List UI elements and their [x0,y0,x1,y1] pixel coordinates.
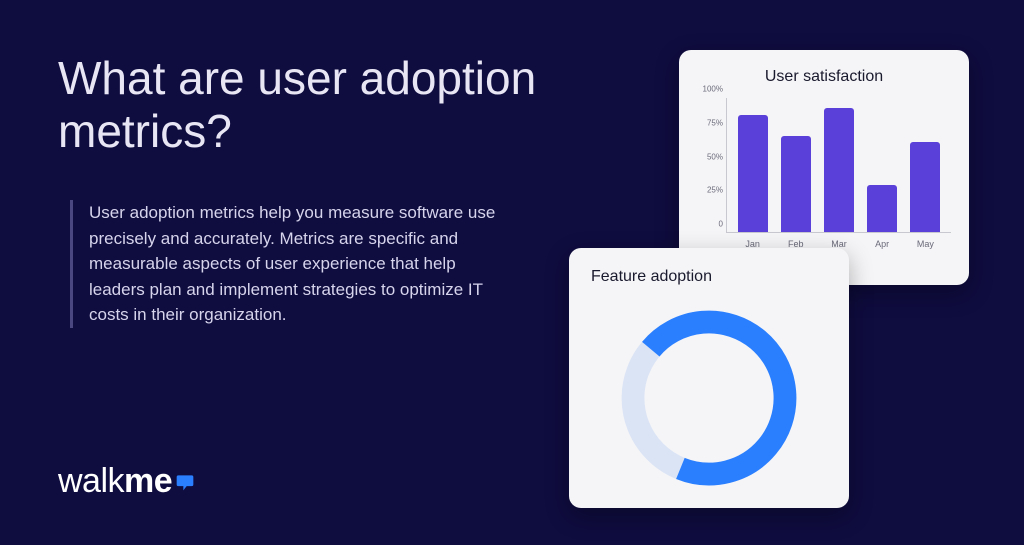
bar [824,108,854,232]
y-tick-label: 50% [707,152,723,161]
bar-chart-yaxis: 025%50%75%100% [697,98,727,233]
bar [867,185,897,232]
body-block: User adoption metrics help you measure s… [70,200,500,328]
satisfaction-bar-chart: 025%50%75%100%JanFebMarAprMay [697,98,951,253]
bar-chart-plot [727,98,951,233]
feature-adoption-card: Feature adoption [569,248,849,508]
bubble-path [177,475,194,490]
bar [781,136,811,232]
walkme-logo: walkme [58,462,195,501]
feature-donut-wrap [591,298,827,498]
page-title: What are user adoption metrics? [58,52,558,158]
bar [910,142,940,232]
logo-text: walkme [58,462,172,501]
bar [738,115,768,232]
logo-walk: walk [58,462,124,500]
chat-bubble-icon [175,472,195,492]
x-tick-label: May [910,235,940,253]
y-tick-label: 100% [703,85,723,94]
x-tick-label: Apr [867,235,897,253]
logo-me: me [124,462,172,500]
y-tick-label: 25% [707,186,723,195]
feature-donut-chart [614,303,804,493]
y-tick-label: 75% [707,118,723,127]
y-tick-label: 0 [719,220,723,229]
body-text: User adoption metrics help you measure s… [89,200,500,328]
feature-card-title: Feature adoption [591,268,827,286]
satisfaction-card-title: User satisfaction [697,68,951,86]
